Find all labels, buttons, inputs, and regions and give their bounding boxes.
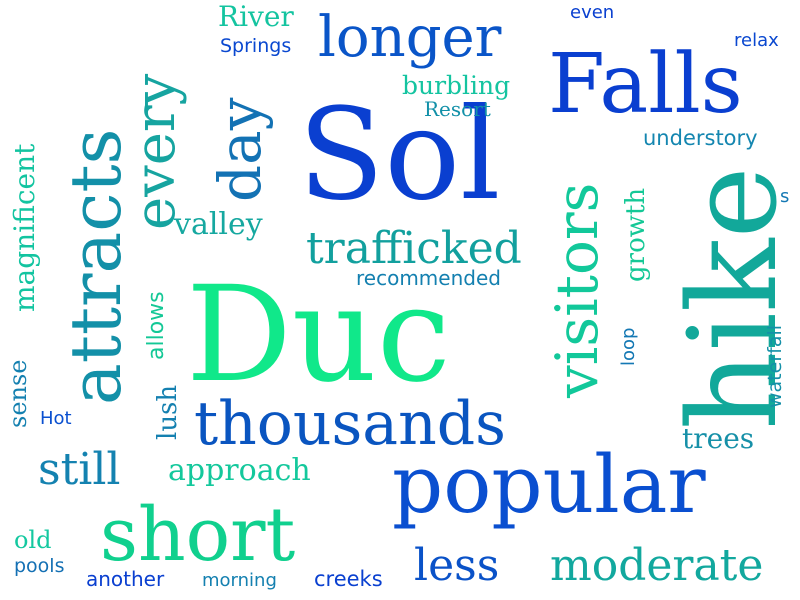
word-loop: loop: [618, 328, 639, 366]
word-springs: Springs: [220, 35, 291, 57]
word-hike: hike: [662, 166, 800, 430]
word-sol: Sol: [298, 81, 500, 228]
word-less: less: [414, 540, 499, 591]
word-lush: lush: [153, 385, 183, 440]
word-allows: allows: [144, 291, 169, 360]
word-burbling: burbling: [402, 71, 510, 100]
word-moderate: moderate: [550, 540, 763, 591]
word-another: another: [86, 567, 165, 591]
word-growth: growth: [621, 188, 651, 282]
word-old: old: [14, 526, 52, 554]
word-recommended: recommended: [356, 266, 501, 290]
word-valley: valley: [173, 207, 263, 242]
word-pools: pools: [14, 555, 65, 577]
word-river: River: [218, 0, 294, 33]
word-waterfall: waterfall: [764, 325, 786, 408]
word-longer: longer: [318, 5, 502, 70]
word-thousands: thousands: [194, 389, 506, 459]
word-trafficked: trafficked: [306, 223, 522, 274]
word-duc: Duc: [186, 258, 451, 412]
word-visitors: visitors: [543, 183, 611, 399]
word-magnificent: magnificent: [8, 143, 41, 312]
word-trees: trees: [682, 422, 754, 455]
word-popular: popular: [392, 438, 706, 531]
word-attracts: attracts: [55, 129, 137, 405]
word-understory: understory: [643, 126, 758, 150]
word-sense: sense: [4, 360, 32, 429]
word-approach: approach: [168, 453, 311, 488]
word-hot: Hot: [40, 408, 72, 429]
word-still: still: [38, 444, 120, 495]
word-falls: Falls: [548, 37, 743, 132]
word-relax: relax: [734, 30, 779, 51]
word-resort: Resort: [424, 97, 491, 121]
word-even: even: [570, 2, 614, 23]
word-day: day: [206, 97, 274, 202]
word-creeks: creeks: [314, 567, 383, 591]
word-s: s: [780, 186, 789, 207]
word-short: short: [100, 492, 296, 578]
word-morning: morning: [202, 570, 277, 591]
word-every: every: [123, 73, 188, 230]
